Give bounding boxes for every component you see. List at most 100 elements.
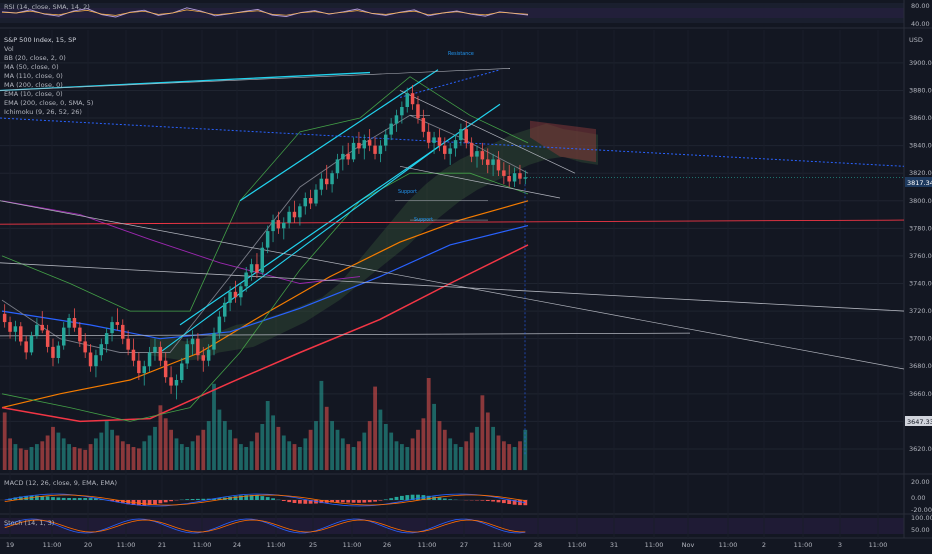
macd-bar — [234, 496, 238, 500]
candle-body — [384, 135, 388, 146]
volume-bar — [51, 427, 55, 470]
volume-bar — [459, 447, 463, 470]
volume-bar — [185, 447, 189, 470]
candle-body — [465, 129, 469, 143]
volume-bar — [389, 433, 393, 470]
indicator-bb[interactable]: BB (20, close, 2, 0) — [4, 54, 66, 62]
macd-bar — [57, 498, 61, 501]
candle-body — [121, 325, 125, 339]
candle-body — [298, 206, 302, 217]
volume-bar — [142, 441, 146, 470]
candle-body — [24, 341, 28, 352]
macd-bar — [46, 497, 50, 501]
volume-bar — [464, 441, 468, 470]
volume-bar — [411, 438, 415, 470]
candle-body — [73, 318, 77, 328]
macd-bar — [438, 498, 442, 500]
candle-body — [486, 159, 490, 165]
macd-bar — [266, 497, 270, 500]
volume-bar — [448, 438, 452, 470]
candle-body — [470, 143, 474, 157]
annotation-resistance: Resistance — [448, 51, 474, 57]
candle-body — [357, 143, 361, 149]
time-tick-label: 25 — [309, 541, 317, 549]
macd-bar — [191, 499, 195, 500]
stoch-level-mid: 50.00 — [911, 526, 930, 534]
candle-body — [491, 159, 495, 165]
macd-bar — [142, 500, 146, 505]
volume-bar — [121, 441, 125, 470]
candle-body — [169, 377, 173, 385]
volume-bar — [432, 404, 436, 470]
price-axis[interactable]: 3900.003880.003860.003840.003820.003800.… — [909, 59, 932, 453]
volume-bar — [62, 438, 66, 470]
stoch-label: Stoch (14, 1, 3) — [4, 519, 54, 527]
volume-bar — [24, 450, 28, 470]
macd-label: MACD (12, 26, close, 9, EMA, EMA) — [4, 479, 117, 487]
indicator-ichimoku[interactable]: Ichimoku (9, 26, 52, 26) — [4, 108, 82, 116]
macd-bar — [491, 500, 495, 502]
indicator-ema200[interactable]: EMA (200, close, 0, SMA, 5) — [4, 99, 93, 107]
volume-bar — [287, 441, 291, 470]
candle-body — [202, 355, 206, 361]
stoch-level-high: 100.00 — [911, 514, 932, 522]
volume-bar — [250, 441, 254, 470]
price-tick-label: 3820.00 — [909, 169, 932, 177]
indicator-ma50[interactable]: MA (50, close, 0) — [4, 63, 59, 71]
volume-bar — [40, 441, 44, 470]
candle-body — [116, 322, 120, 325]
indicator-vol[interactable]: Vol — [4, 45, 14, 53]
candle-body — [432, 137, 436, 143]
time-tick-label: 3 — [838, 541, 842, 549]
volume-bar — [94, 438, 98, 470]
volume-bar — [486, 413, 490, 471]
candle-body — [132, 350, 136, 361]
price-tick-label: 3900.00 — [909, 59, 932, 67]
macd-bar — [73, 498, 77, 500]
candle-body — [282, 223, 286, 229]
volume-bar — [244, 447, 248, 470]
time-tick-label: 11:00 — [193, 541, 212, 549]
candle-body — [196, 339, 200, 356]
volume-bar — [502, 441, 506, 470]
time-tick-label: 11:00 — [43, 541, 62, 549]
candle-body — [30, 336, 34, 353]
volume-bar — [137, 448, 141, 470]
candle-body — [175, 380, 179, 386]
candle-body — [309, 198, 313, 204]
candle-body — [191, 339, 195, 345]
annotation-support: Support — [398, 189, 417, 195]
candle-body — [234, 292, 238, 298]
indicator-ma110[interactable]: MA (110, close, 0) — [4, 72, 63, 80]
candle-body — [164, 361, 168, 378]
candle-body — [105, 333, 109, 344]
indicator-ema10[interactable]: EMA (10, close, 0) — [4, 90, 63, 98]
volume-bar — [320, 381, 324, 470]
macd-bar — [89, 498, 93, 500]
macd-bar — [260, 496, 264, 500]
candle-body — [352, 143, 356, 160]
macd-bar — [518, 500, 522, 505]
candle-body — [83, 341, 87, 352]
volume-bar — [78, 448, 82, 470]
indicator-ma200[interactable]: MA (200, close, 0) — [4, 81, 63, 89]
candle-body — [78, 328, 82, 342]
time-tick-label: 11:00 — [719, 541, 738, 549]
macd-bar — [486, 500, 490, 501]
volume-bar — [443, 430, 447, 470]
volume-bar — [57, 433, 61, 470]
volume-bar — [330, 421, 334, 470]
candle-body — [218, 317, 222, 334]
candle-body — [518, 173, 522, 179]
volume-bar — [346, 444, 350, 470]
candle-body — [35, 325, 39, 336]
volume-bar — [422, 418, 426, 470]
price-tick-label: 3860.00 — [909, 114, 932, 122]
rsi-band — [0, 8, 904, 18]
volume-bar — [282, 436, 286, 471]
volume-bar — [191, 441, 195, 470]
volume-bar — [384, 424, 388, 470]
candle-body — [244, 273, 248, 287]
